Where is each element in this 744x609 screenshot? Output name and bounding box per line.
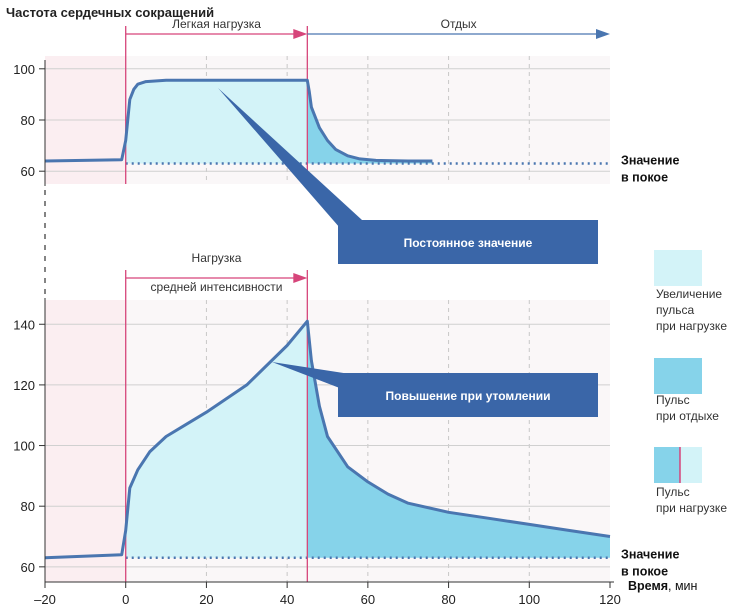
- phase-label: Отдых: [441, 17, 477, 31]
- panel-2: 60 80 100 120 140 Нагрузка средней интенсивнос…: [13, 251, 679, 582]
- panel-1: 60 80 100 Легкая нагрузка Отдых Значение в пок…: [13, 17, 679, 264]
- x-axis-label-unit: , мин: [668, 579, 698, 593]
- resting-label: в покое: [621, 565, 668, 579]
- y-tick-label: 80: [21, 499, 35, 514]
- legend: Увеличение пульса при нагрузке Пульс при отд…: [654, 250, 727, 515]
- legend-label: при нагрузке: [656, 501, 727, 515]
- y-tick-label: 100: [13, 439, 35, 454]
- phase-label: Нагрузка: [192, 251, 242, 265]
- legend-label: Пульс: [656, 485, 690, 499]
- x-tick-label: 60: [361, 592, 375, 607]
- phase-arrow-head: [596, 29, 610, 39]
- y-tick-label: 120: [13, 378, 35, 393]
- load-area: [125, 321, 308, 558]
- callout-pointer: [218, 88, 362, 228]
- y-tick-label: 140: [13, 317, 35, 332]
- load-area: [125, 80, 308, 164]
- y-tick-label: 100: [13, 62, 35, 77]
- x-tick-label: 0: [122, 592, 129, 607]
- rest-area: [307, 321, 610, 558]
- legend-label: Пульс: [656, 393, 690, 407]
- callout-text: Постоянное значение: [404, 236, 533, 250]
- legend-swatch-rest: [654, 358, 702, 394]
- y-tick-label: 60: [21, 164, 35, 179]
- resting-label: Значение: [621, 548, 679, 562]
- x-tick-label: 120: [599, 592, 621, 607]
- resting-label: Значение: [621, 154, 679, 168]
- callout-box: [338, 220, 598, 264]
- legend-swatch-load-part: [654, 447, 680, 483]
- heart-rate-line: [44, 319, 611, 560]
- x-tick-label: 100: [518, 592, 540, 607]
- legend-swatch-rest-part: [680, 447, 702, 483]
- rest-area: [307, 80, 433, 164]
- legend-swatch-load: [654, 250, 702, 286]
- x-tick-label: –20: [34, 592, 56, 607]
- x-axis-label-bold: Время: [628, 579, 668, 593]
- x-axis-label: Время, мин: [628, 579, 698, 593]
- chart-title: Частота сердечных сокращений: [6, 5, 214, 20]
- x-tick-label: 20: [199, 592, 213, 607]
- y-tick-label: 80: [21, 113, 35, 128]
- phase-arrow-head: [293, 273, 308, 283]
- y-tick-label: 60: [21, 560, 35, 575]
- legend-label: Увеличение: [656, 287, 722, 301]
- y-axis-break: [43, 186, 47, 298]
- phase-label: Легкая нагрузка: [172, 17, 261, 31]
- legend-label: при нагрузке: [656, 319, 727, 333]
- x-tick-label: 80: [441, 592, 455, 607]
- callout-text: Повышение при утомлении: [386, 389, 551, 403]
- legend-label: при отдыхе: [656, 409, 719, 423]
- phase-label: средней интенсивности: [151, 280, 283, 294]
- phase-arrow-head: [293, 29, 308, 39]
- callout-box: [338, 373, 598, 417]
- x-tick-label: 40: [280, 592, 294, 607]
- legend-label: пульса: [656, 303, 694, 317]
- callout-pointer: [272, 362, 350, 392]
- heart-rate-line: [44, 78, 433, 163]
- resting-label: в покое: [621, 171, 668, 185]
- pre-exercise-background: [45, 300, 126, 582]
